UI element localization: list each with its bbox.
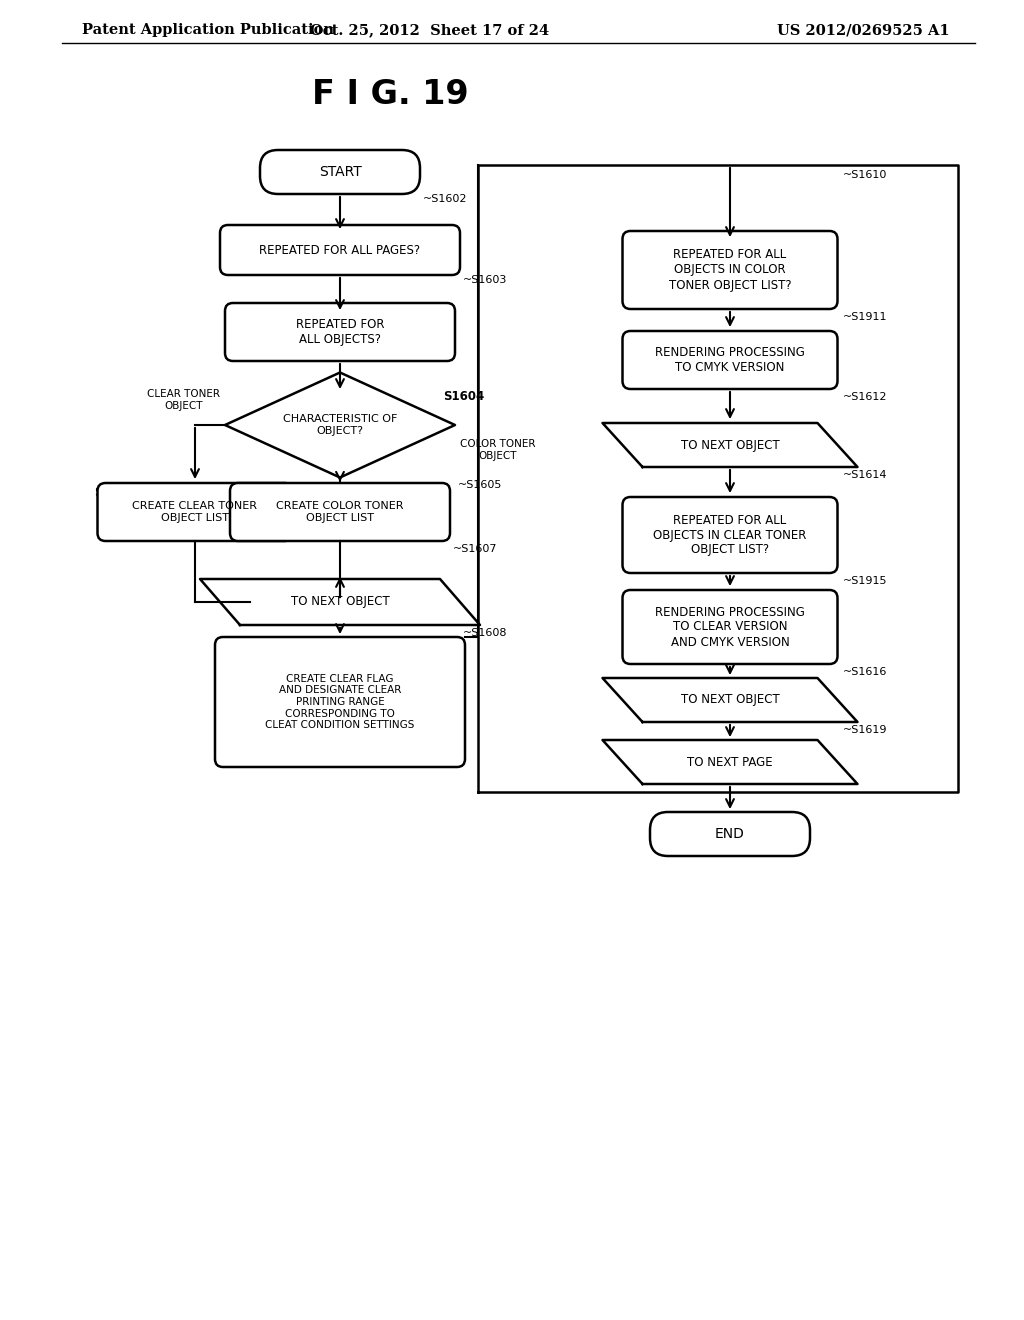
- Text: ~S1607: ~S1607: [453, 544, 498, 554]
- Text: TO NEXT OBJECT: TO NEXT OBJECT: [291, 595, 389, 609]
- Text: TO NEXT PAGE: TO NEXT PAGE: [687, 755, 773, 768]
- Text: COLOR TONER
OBJECT: COLOR TONER OBJECT: [460, 440, 536, 461]
- Text: Patent Application Publication: Patent Application Publication: [82, 22, 334, 37]
- Text: ~S1612: ~S1612: [843, 392, 887, 403]
- Text: START: START: [318, 165, 361, 180]
- Text: REPEATED FOR ALL PAGES?: REPEATED FOR ALL PAGES?: [259, 243, 421, 256]
- Text: ~S1602: ~S1602: [423, 194, 468, 205]
- FancyBboxPatch shape: [215, 638, 465, 767]
- Polygon shape: [602, 422, 857, 467]
- FancyBboxPatch shape: [230, 483, 450, 541]
- Text: ~S1608: ~S1608: [463, 628, 508, 638]
- Text: ~S1915: ~S1915: [843, 576, 887, 586]
- FancyBboxPatch shape: [97, 483, 293, 541]
- Text: S1604: S1604: [443, 389, 484, 403]
- Text: TO NEXT OBJECT: TO NEXT OBJECT: [681, 693, 779, 706]
- Text: RENDERING PROCESSING
TO CLEAR VERSION
AND CMYK VERSION: RENDERING PROCESSING TO CLEAR VERSION AN…: [655, 606, 805, 648]
- Text: CLEAR TONER
OBJECT: CLEAR TONER OBJECT: [147, 389, 220, 411]
- Text: ~S1619: ~S1619: [843, 725, 887, 735]
- Text: US 2012/0269525 A1: US 2012/0269525 A1: [777, 22, 950, 37]
- Polygon shape: [602, 741, 857, 784]
- Text: CREATE CLEAR TONER
OBJECT LIST: CREATE CLEAR TONER OBJECT LIST: [132, 502, 257, 523]
- Text: RENDERING PROCESSING
TO CMYK VERSION: RENDERING PROCESSING TO CMYK VERSION: [655, 346, 805, 374]
- Text: TO NEXT OBJECT: TO NEXT OBJECT: [681, 438, 779, 451]
- Text: ~S1614: ~S1614: [843, 470, 887, 480]
- FancyBboxPatch shape: [623, 331, 838, 389]
- FancyBboxPatch shape: [650, 812, 810, 855]
- Polygon shape: [225, 372, 455, 478]
- Text: END: END: [715, 828, 744, 841]
- Polygon shape: [200, 579, 480, 624]
- Text: Oct. 25, 2012  Sheet 17 of 24: Oct. 25, 2012 Sheet 17 of 24: [310, 22, 550, 37]
- Text: CREATE CLEAR FLAG
AND DESIGNATE CLEAR
PRINTING RANGE
CORRESPONDING TO
CLEAT COND: CREATE CLEAR FLAG AND DESIGNATE CLEAR PR…: [265, 673, 415, 730]
- FancyBboxPatch shape: [623, 231, 838, 309]
- Text: REPEATED FOR ALL
OBJECTS IN CLEAR TONER
OBJECT LIST?: REPEATED FOR ALL OBJECTS IN CLEAR TONER …: [653, 513, 807, 557]
- Text: ~S1616: ~S1616: [843, 667, 887, 677]
- Text: ~S1603: ~S1603: [463, 275, 507, 285]
- Polygon shape: [602, 678, 857, 722]
- FancyBboxPatch shape: [623, 498, 838, 573]
- FancyBboxPatch shape: [220, 224, 460, 275]
- FancyBboxPatch shape: [623, 590, 838, 664]
- Text: CHARACTERISTIC OF
OBJECT?: CHARACTERISTIC OF OBJECT?: [283, 414, 397, 436]
- FancyBboxPatch shape: [260, 150, 420, 194]
- FancyBboxPatch shape: [225, 304, 455, 360]
- Text: S1606: S1606: [94, 486, 135, 499]
- Text: REPEATED FOR
ALL OBJECTS?: REPEATED FOR ALL OBJECTS?: [296, 318, 384, 346]
- Text: ~S1610: ~S1610: [843, 170, 887, 180]
- Text: CREATE COLOR TONER
OBJECT LIST: CREATE COLOR TONER OBJECT LIST: [276, 502, 403, 523]
- Text: ~S1911: ~S1911: [843, 312, 887, 322]
- Text: REPEATED FOR ALL
OBJECTS IN COLOR
TONER OBJECT LIST?: REPEATED FOR ALL OBJECTS IN COLOR TONER …: [669, 248, 792, 292]
- Text: F I G. 19: F I G. 19: [311, 78, 468, 111]
- Text: ~S1605: ~S1605: [458, 480, 503, 491]
